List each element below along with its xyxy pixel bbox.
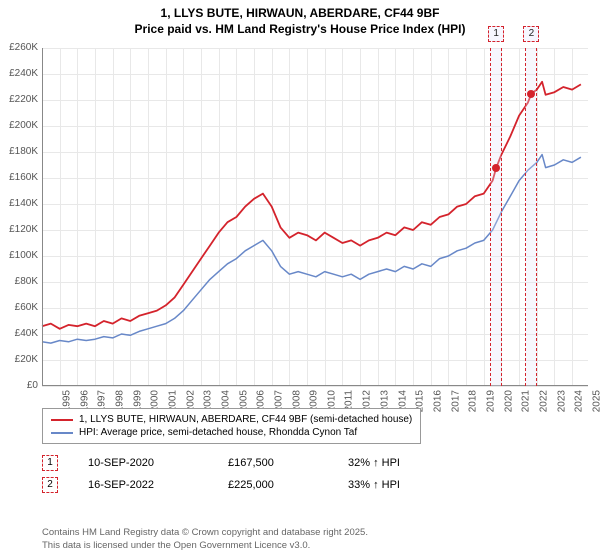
x-tick-label: 2025 — [591, 390, 600, 412]
legend-row: HPI: Average price, semi-detached house,… — [51, 426, 412, 439]
footer-line2: This data is licensed under the Open Gov… — [42, 540, 368, 552]
annotation-row: 2 16-SEP-2022 £225,000 33% ↑ HPI — [42, 474, 400, 496]
footer: Contains HM Land Registry data © Crown c… — [42, 527, 368, 552]
annotations-table: 1 10-SEP-2020 £167,500 32% ↑ HPI 2 16-SEP-202… — [42, 452, 400, 496]
annotation-price: £225,000 — [228, 479, 318, 491]
chart-title: 1, LLYS BUTE, HIRWAUN, ABERDARE, CF44 9B… — [0, 0, 600, 37]
y-tick-label: £180K — [0, 146, 38, 157]
x-axis-line — [42, 385, 588, 386]
x-tick-label: 2022 — [538, 390, 549, 412]
x-tick-label: 2016 — [432, 390, 443, 412]
legend-swatch — [51, 432, 73, 434]
x-tick-label: 2019 — [485, 390, 496, 412]
legend-swatch — [51, 419, 73, 421]
y-tick-label: £260K — [0, 42, 38, 53]
y-tick-label: £100K — [0, 250, 38, 261]
y-tick-label: £240K — [0, 68, 38, 79]
y-tick-label: £220K — [0, 94, 38, 105]
y-tick-label: £20K — [0, 354, 38, 365]
x-tick-label: 2023 — [556, 390, 567, 412]
legend-label: HPI: Average price, semi-detached house,… — [79, 427, 357, 438]
chart-marker-band — [490, 48, 502, 386]
annotation-price: £167,500 — [228, 457, 318, 469]
y-tick-label: £160K — [0, 172, 38, 183]
annotation-row: 1 10-SEP-2020 £167,500 32% ↑ HPI — [42, 452, 400, 474]
y-tick-label: £140K — [0, 198, 38, 209]
annotation-date: 10-SEP-2020 — [88, 457, 198, 469]
plot-svg — [42, 48, 588, 386]
footer-line1: Contains HM Land Registry data © Crown c… — [42, 527, 368, 539]
title-line1: 1, LLYS BUTE, HIRWAUN, ABERDARE, CF44 9B… — [0, 6, 600, 22]
y-tick-label: £80K — [0, 276, 38, 287]
annotation-delta: 33% ↑ HPI — [348, 479, 400, 491]
y-tick-label: £120K — [0, 224, 38, 235]
y-tick-label: £200K — [0, 120, 38, 131]
legend: 1, LLYS BUTE, HIRWAUN, ABERDARE, CF44 9B… — [42, 408, 421, 444]
legend-label: 1, LLYS BUTE, HIRWAUN, ABERDARE, CF44 9B… — [79, 414, 412, 425]
x-tick-label: 2020 — [503, 390, 514, 412]
y-tick-label: £60K — [0, 302, 38, 313]
x-tick-label: 2024 — [574, 390, 585, 412]
annotation-delta: 32% ↑ HPI — [348, 457, 400, 469]
gridline-h — [42, 386, 588, 387]
chart-marker-band — [525, 48, 537, 386]
y-tick-label: £0 — [0, 380, 38, 391]
annotation-date: 16-SEP-2022 — [88, 479, 198, 491]
title-line2: Price paid vs. HM Land Registry's House … — [0, 22, 600, 38]
chart-area: 12 — [42, 48, 588, 386]
x-tick-label: 2018 — [468, 390, 479, 412]
chart-marker-dot — [492, 164, 500, 172]
annotation-marker: 1 — [42, 455, 58, 471]
annotation-marker: 2 — [42, 477, 58, 493]
x-tick-label: 2021 — [521, 390, 532, 412]
x-tick-label: 2017 — [450, 390, 461, 412]
chart-marker-box: 2 — [523, 26, 539, 42]
y-tick-label: £40K — [0, 328, 38, 339]
legend-row: 1, LLYS BUTE, HIRWAUN, ABERDARE, CF44 9B… — [51, 413, 412, 426]
chart-marker-box: 1 — [488, 26, 504, 42]
chart-marker-dot — [527, 90, 535, 98]
y-axis-line — [42, 48, 43, 386]
